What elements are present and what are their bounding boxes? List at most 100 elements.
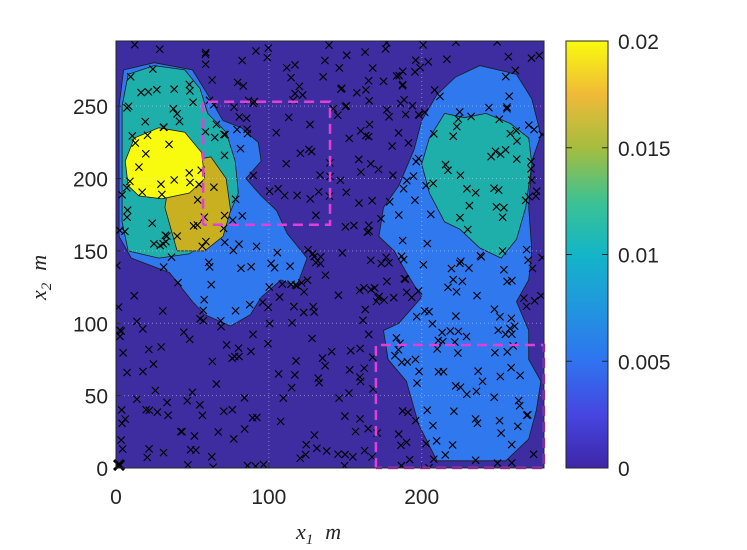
sample-point xyxy=(132,395,141,404)
sample-point xyxy=(243,125,252,134)
sample-point xyxy=(270,263,279,272)
sample-point xyxy=(449,132,458,141)
sample-point xyxy=(398,406,407,415)
sample-point xyxy=(118,445,127,453)
sample-point xyxy=(356,377,365,386)
sample-point xyxy=(173,109,182,118)
sample-point xyxy=(415,367,424,376)
sample-point xyxy=(368,64,377,73)
sample-point xyxy=(220,151,229,160)
sample-point xyxy=(462,390,471,399)
sample-point xyxy=(448,440,457,449)
sample-point xyxy=(219,130,228,139)
sample-point xyxy=(186,445,195,454)
sample-point xyxy=(449,275,458,284)
sample-point xyxy=(175,117,184,126)
sample-point xyxy=(179,328,188,337)
sample-point xyxy=(149,239,158,248)
sample-point xyxy=(422,439,431,448)
sample-point xyxy=(414,154,423,163)
sample-point xyxy=(117,406,126,415)
sample-point xyxy=(242,114,251,123)
sample-point xyxy=(208,357,217,366)
sample-point xyxy=(443,283,452,292)
sample-point xyxy=(359,283,368,292)
sample-point xyxy=(130,41,139,49)
sample-point xyxy=(384,258,393,267)
sample-point xyxy=(209,463,218,468)
sample-point xyxy=(138,188,147,197)
sample-point xyxy=(405,455,414,464)
sample-point xyxy=(455,107,464,116)
sample-point xyxy=(467,112,476,121)
sample-point xyxy=(538,253,544,262)
sample-point xyxy=(456,257,465,266)
sample-point xyxy=(358,316,367,325)
sample-point xyxy=(116,226,124,235)
sample-point xyxy=(322,447,331,456)
sample-point xyxy=(409,172,418,181)
sample-point xyxy=(385,197,394,206)
sample-point xyxy=(170,175,179,184)
sample-point xyxy=(399,184,408,193)
sample-point xyxy=(309,302,318,311)
sample-point xyxy=(155,45,164,54)
x-axis-ticks: 0 100 200 xyxy=(110,463,439,509)
sample-point xyxy=(496,372,505,381)
sample-point xyxy=(506,324,514,333)
sample-point xyxy=(478,377,487,386)
sample-point xyxy=(394,211,403,219)
sample-point xyxy=(454,327,463,336)
sample-point xyxy=(121,415,130,424)
sample-point xyxy=(219,407,228,416)
sample-point xyxy=(334,450,343,459)
sample-point xyxy=(249,171,258,180)
sample-point xyxy=(161,237,170,246)
sample-point xyxy=(228,354,237,363)
sample-point xyxy=(361,48,370,57)
sample-point xyxy=(229,246,238,255)
sample-point xyxy=(249,99,258,108)
sample-point xyxy=(167,253,176,262)
sample-point xyxy=(278,280,287,289)
sample-point xyxy=(221,130,230,139)
sample-point xyxy=(156,241,165,250)
sample-point xyxy=(453,349,462,357)
sample-point xyxy=(273,248,282,257)
sample-point xyxy=(528,264,537,273)
sample-point xyxy=(361,305,370,314)
sample-point xyxy=(487,152,496,161)
sample-point xyxy=(300,287,309,296)
sample-point xyxy=(455,213,464,222)
sample-point xyxy=(455,259,464,268)
sample-point xyxy=(416,63,425,72)
sample-point xyxy=(451,381,460,390)
sample-point xyxy=(234,344,243,353)
x-tick-label: 100 xyxy=(251,486,286,509)
sample-point xyxy=(423,239,432,248)
sample-point xyxy=(238,56,247,65)
sample-point xyxy=(538,130,544,139)
colorbar-gradient xyxy=(565,40,609,469)
sample-point xyxy=(340,412,349,421)
sample-point xyxy=(423,406,432,415)
sample-point xyxy=(201,50,210,59)
sample-point xyxy=(153,408,162,417)
sample-point xyxy=(529,450,538,459)
sample-point xyxy=(159,263,168,272)
sample-point xyxy=(368,453,377,461)
sample-point xyxy=(410,67,419,76)
sample-point xyxy=(471,188,480,197)
sample-point xyxy=(159,448,168,457)
sample-point xyxy=(501,72,510,81)
sample-point xyxy=(185,86,194,95)
sample-point xyxy=(419,260,428,269)
sample-point xyxy=(401,110,410,119)
sample-point xyxy=(123,368,132,377)
sample-point xyxy=(411,56,420,65)
sample-point xyxy=(506,129,515,138)
sample-point xyxy=(432,436,441,445)
sample-point xyxy=(452,122,461,131)
sample-point xyxy=(519,294,528,303)
